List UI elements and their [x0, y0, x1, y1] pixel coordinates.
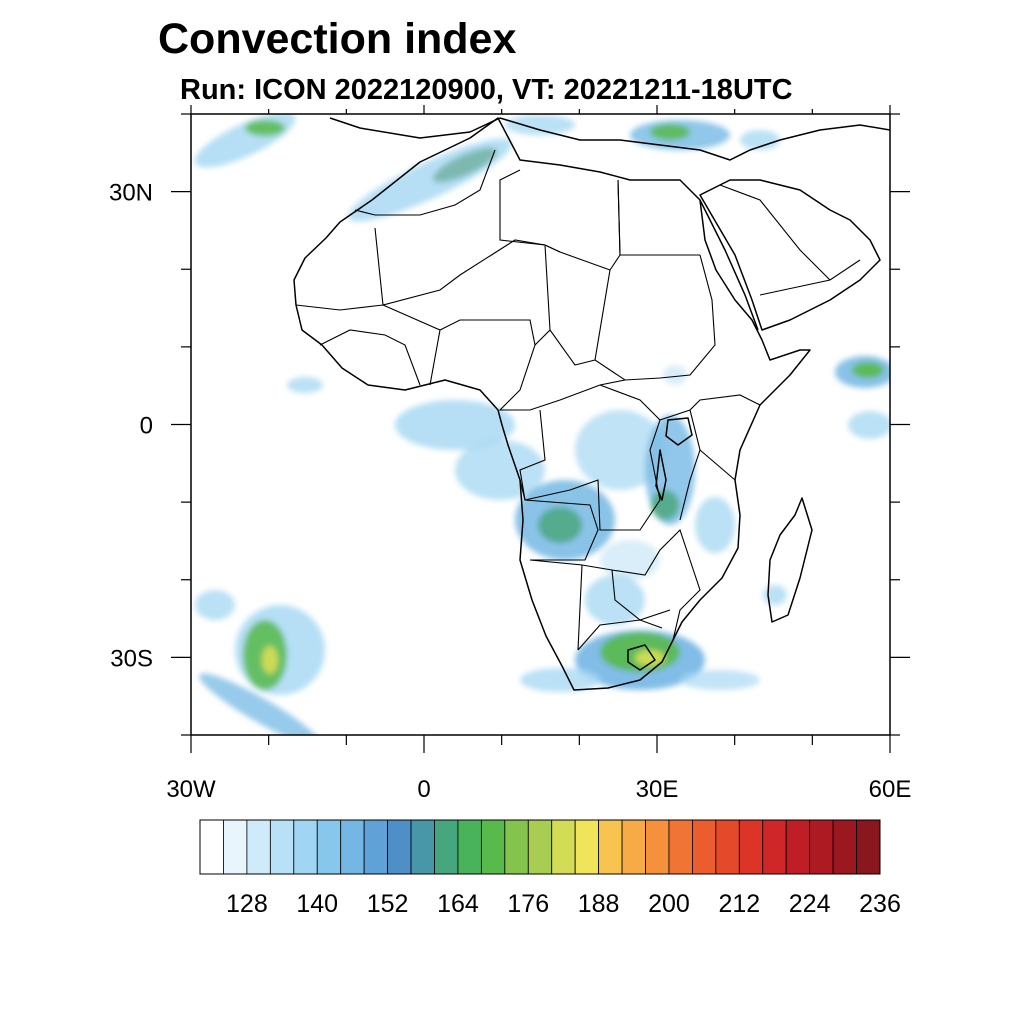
convection-area-arabian-sea-south — [848, 411, 890, 439]
iberia-coast — [329, 117, 501, 139]
lon-tick-label: 30W — [166, 776, 216, 803]
lat-tick-label: 30S — [110, 645, 153, 672]
colorbar-label: 200 — [648, 890, 690, 918]
lon-tick-label: 0 — [417, 776, 430, 803]
colorbar-swatch — [832, 819, 857, 875]
convection-area-atlantic-edge — [195, 590, 235, 620]
colorbar-swatch — [246, 819, 271, 875]
convection-area-madagascar — [763, 585, 787, 605]
convection-core-atlantic — [262, 646, 278, 674]
colorbar-swatch — [269, 819, 295, 875]
colorbar-swatch — [551, 819, 576, 875]
convection-core-mediterranean — [650, 124, 690, 140]
border-arabia — [719, 184, 861, 296]
colorbar-swatch — [668, 819, 693, 875]
border-east-africa — [659, 394, 761, 521]
madagascar-coast — [767, 497, 813, 623]
map-subtitle: Run: ICON 2022120900, VT: 20221211-18UTC — [180, 74, 793, 106]
colorbar-label: 176 — [507, 890, 549, 918]
lon-tick-label: 30E — [636, 776, 679, 803]
border-angola — [519, 479, 599, 561]
convection-core-tanganyika — [651, 490, 679, 520]
coastlines — [293, 117, 890, 691]
colorbar-swatch — [316, 819, 342, 875]
colorbar-frame — [199, 819, 881, 875]
lake-victoria — [665, 417, 693, 446]
lesotho-border — [627, 644, 656, 671]
convection-area-gulf-guinea — [395, 400, 515, 450]
colorbar-label: 164 — [437, 890, 479, 918]
colorbar-swatch — [809, 819, 834, 875]
convection-area-nw-africa-core — [432, 147, 498, 183]
lat-tick-label: 30N — [109, 180, 153, 207]
border-libya — [499, 169, 621, 271]
colorbar-swatch — [574, 819, 600, 875]
country-borders — [295, 149, 861, 651]
convection-area-zambia — [600, 540, 660, 580]
map-title: Convection index — [158, 15, 517, 63]
colorbar-swatch — [598, 819, 623, 875]
colorbar-swatch — [762, 819, 787, 875]
colorbar-swatch — [387, 819, 412, 875]
colorbar-swatch — [527, 819, 553, 875]
colorbar-swatch — [457, 819, 482, 875]
colorbar-swatch — [293, 819, 318, 875]
convection-area-mediterranean-west — [505, 115, 575, 135]
convection-area-sa-east-tail — [680, 670, 760, 690]
colorbar-swatch — [504, 819, 529, 875]
convection-area-mozambique — [695, 497, 735, 553]
colorbar-label: 224 — [789, 890, 831, 918]
convection-core-arabian-sea — [852, 362, 884, 378]
red-sea — [699, 199, 759, 331]
colorbar-label: 188 — [578, 890, 620, 918]
border-southern-africa — [529, 528, 701, 651]
colorbar-swatch — [621, 819, 646, 875]
colorbar-swatch — [363, 819, 388, 875]
colorbar-swatch — [410, 819, 435, 875]
border-west-africa — [295, 304, 441, 386]
border-south-africa — [577, 619, 663, 651]
convection-area-atlantic-band — [199, 673, 321, 735]
lon-tick-label: 60E — [869, 776, 912, 803]
convection-core-sa — [635, 650, 665, 666]
colorbar-label: 236 — [859, 890, 901, 918]
convection-area-drc — [575, 410, 665, 490]
colorbar-label: 212 — [718, 890, 760, 918]
convection-area-sa-south-coast — [520, 668, 600, 692]
colorbar-swatch — [738, 819, 764, 875]
convection-field — [194, 114, 890, 735]
convection-area-west-africa — [287, 377, 323, 393]
colorbar-label: 140 — [296, 890, 338, 918]
longitude-axis: 30W 0 30E 60E — [166, 105, 911, 803]
colorbar-swatch — [715, 819, 740, 875]
convection-area-nw-atlantic-core — [245, 120, 285, 136]
convection-area-ethiopia — [663, 365, 687, 385]
colorbar-swatch — [692, 819, 717, 875]
africa-coastline — [293, 117, 811, 691]
colorbar-swatch — [223, 819, 248, 875]
lat-tick-label: 0 — [140, 413, 153, 440]
convection-core-angola — [538, 507, 582, 543]
border-egypt — [617, 179, 700, 256]
colorbar-swatch — [434, 819, 459, 875]
colorbar-swatch — [480, 819, 506, 875]
border-morocco — [354, 149, 496, 216]
map-plot-area — [190, 113, 891, 736]
colorbar-swatch — [645, 819, 670, 875]
mediterranean-north-coast — [499, 117, 890, 161]
convection-area-aegean — [740, 130, 780, 150]
colorbar-swatch — [856, 819, 881, 875]
colorbar-swatch — [785, 819, 811, 875]
colorbar-label: 128 — [226, 890, 268, 918]
colorbar: 128 140 152 164 176 188 200 212 224 236 — [199, 819, 901, 918]
arabia-coastline — [699, 179, 881, 331]
latitude-axis: 30N 0 30S — [109, 113, 910, 736]
colorbar-swatch — [199, 819, 224, 875]
convection-area-sa-green — [600, 632, 680, 672]
colorbar-swatch — [340, 819, 365, 875]
lake-tanganyika — [655, 449, 667, 501]
colorbar-label: 152 — [367, 890, 409, 918]
border-sudan — [594, 254, 716, 381]
